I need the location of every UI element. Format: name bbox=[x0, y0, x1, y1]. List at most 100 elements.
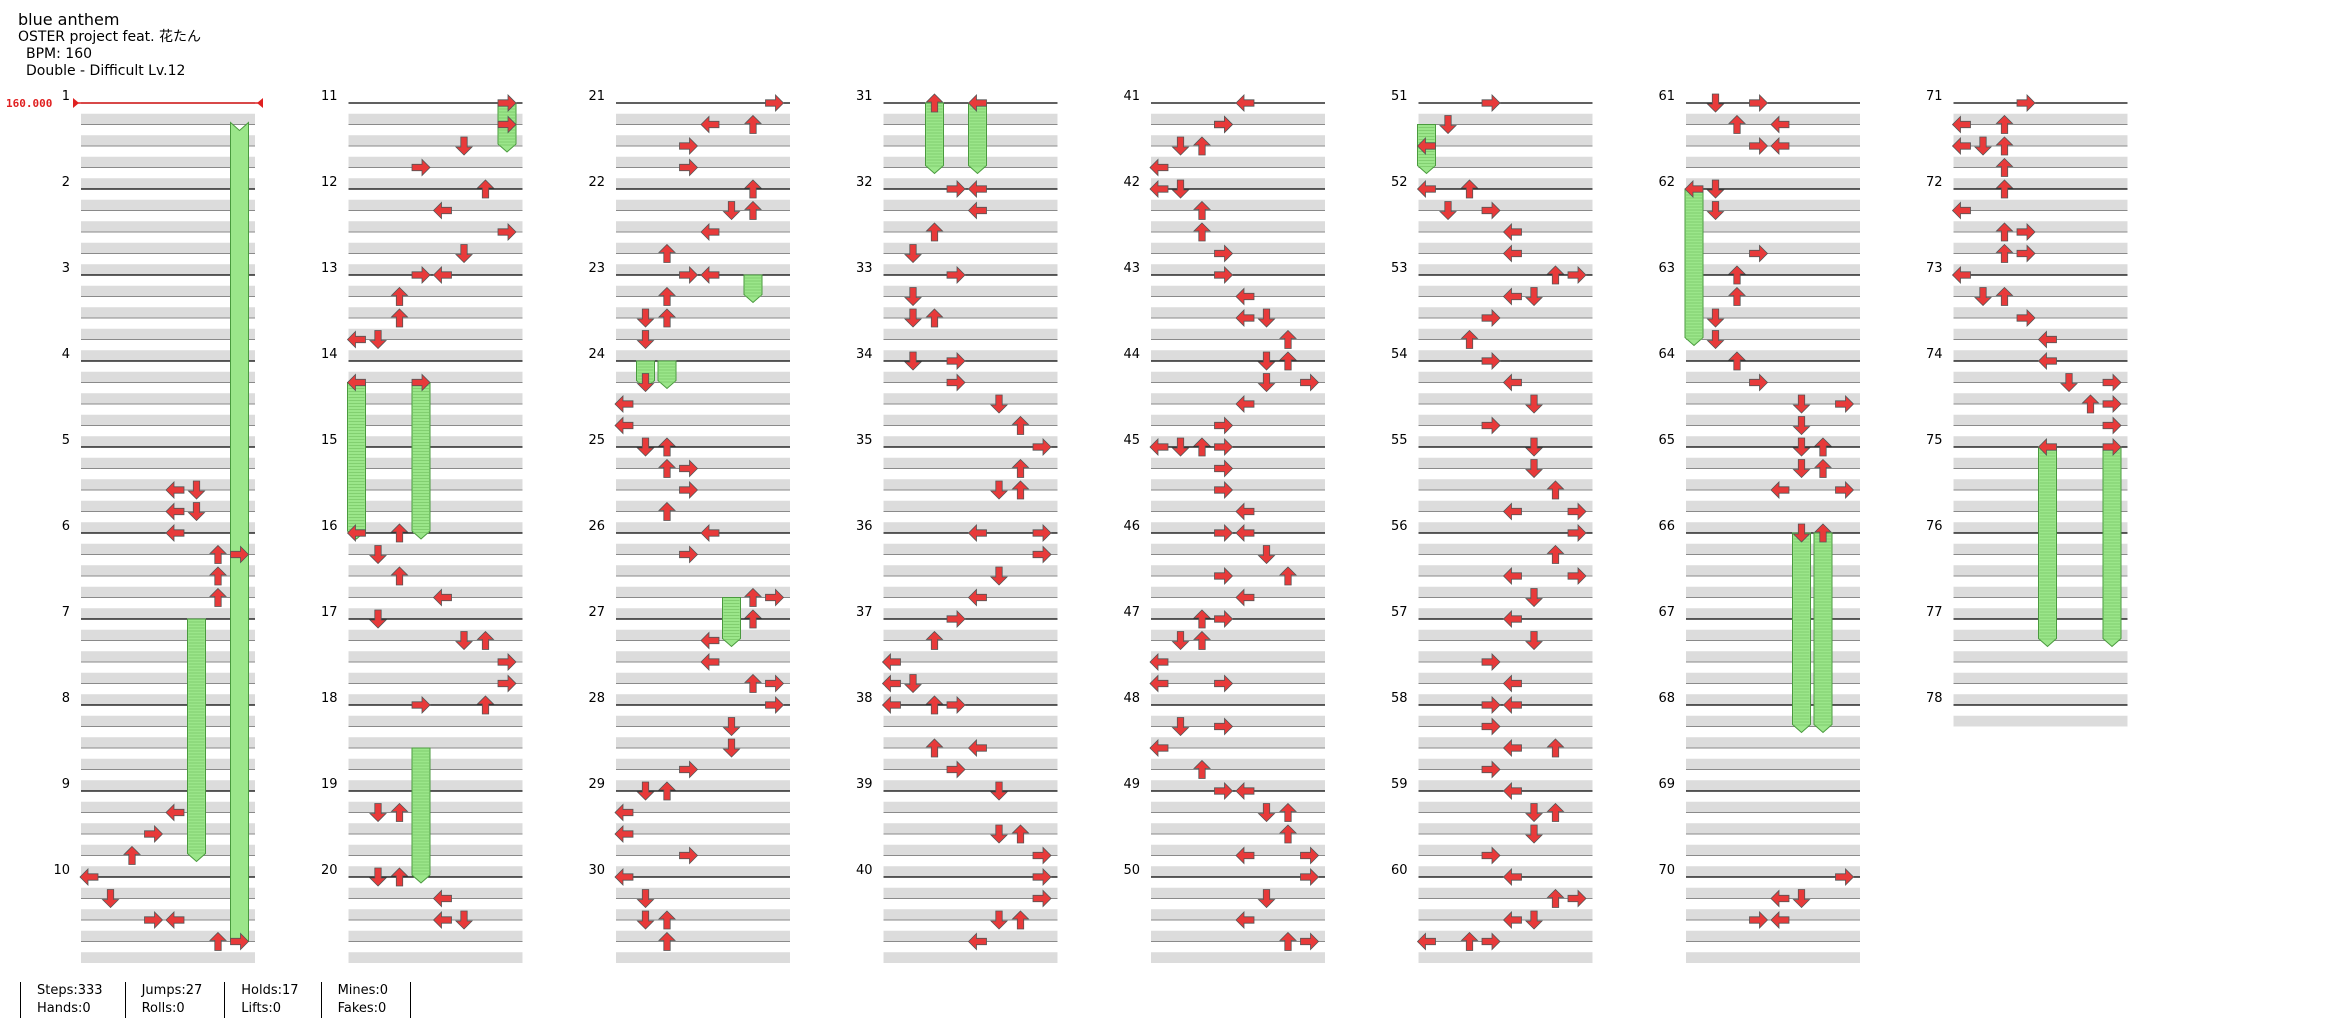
hold-note bbox=[1792, 532, 1811, 734]
beat-band bbox=[616, 457, 790, 469]
measure-68: 68 bbox=[1658, 691, 1860, 791]
hold-note bbox=[968, 102, 987, 175]
beat-band bbox=[81, 780, 255, 791]
measure-77: 77 bbox=[1926, 605, 2128, 705]
beat-band bbox=[616, 758, 790, 770]
hold-note bbox=[925, 102, 944, 175]
lifts-count: Lifts:0 bbox=[241, 1001, 281, 1016]
arrow-right-icon bbox=[1214, 567, 1234, 585]
arrow-right-icon bbox=[679, 846, 699, 865]
arrow-down-icon bbox=[1792, 523, 1811, 543]
measure-number: 60 bbox=[1391, 863, 1408, 878]
beat-band bbox=[1151, 285, 1325, 297]
stats-group-mines-fakes: Mines:0 Fakes:0 bbox=[320, 982, 411, 1018]
beat-band bbox=[348, 629, 523, 641]
beat-band bbox=[81, 199, 255, 211]
beat-band bbox=[1151, 199, 1325, 211]
measure-number: 13 bbox=[321, 261, 338, 276]
beat-band bbox=[1418, 221, 1593, 232]
arrow-left-icon bbox=[1684, 180, 1704, 198]
arrow-left-icon bbox=[1951, 137, 1971, 155]
beat-band bbox=[348, 565, 523, 576]
arrow-up-icon bbox=[1814, 437, 1832, 457]
arrow-left-icon bbox=[1149, 653, 1169, 671]
arrow-left-icon bbox=[1770, 137, 1790, 155]
arrow-up-icon bbox=[744, 673, 762, 693]
arrow-down-icon bbox=[455, 631, 473, 651]
beat-band bbox=[81, 543, 255, 555]
measure-number: 45 bbox=[1123, 433, 1140, 448]
arrow-right-icon bbox=[2016, 223, 2036, 241]
measure-number: 43 bbox=[1123, 261, 1140, 276]
arrow-down-icon bbox=[636, 889, 655, 909]
beat-band bbox=[1418, 672, 1593, 684]
song-bpm: BPM: 160 bbox=[26, 45, 93, 62]
beat-band bbox=[883, 522, 1058, 533]
arrow-up-icon bbox=[390, 523, 409, 543]
beat-band bbox=[616, 694, 790, 705]
beat-band bbox=[1686, 866, 1860, 877]
beat-band bbox=[1418, 307, 1593, 318]
beat-band bbox=[81, 371, 255, 383]
beat-band bbox=[1418, 113, 1593, 125]
beat-band bbox=[1953, 694, 2128, 705]
beat-band bbox=[81, 629, 255, 641]
beat-band bbox=[1151, 500, 1325, 512]
arrow-up-icon bbox=[1279, 351, 1297, 371]
measure-32: 32 bbox=[856, 175, 1058, 275]
arrow-up-icon bbox=[2081, 394, 2100, 414]
beat-band bbox=[1686, 694, 1860, 705]
measure-number: 9 bbox=[62, 777, 70, 792]
arrow-down-icon bbox=[722, 201, 741, 221]
arrow-left-icon bbox=[432, 266, 452, 284]
arrow-up-icon bbox=[1193, 200, 1211, 220]
arrow-right-icon bbox=[1481, 760, 1501, 779]
beat-band bbox=[1418, 328, 1593, 340]
arrow-down-icon bbox=[990, 824, 1008, 844]
arrow-right-icon bbox=[497, 115, 517, 134]
arrow-right-icon bbox=[679, 760, 699, 779]
arrow-down-icon bbox=[1706, 201, 1725, 221]
beat-band bbox=[1151, 565, 1325, 576]
beat-band bbox=[1686, 758, 1860, 770]
beat-band bbox=[1418, 371, 1593, 383]
beat-band bbox=[348, 844, 523, 856]
beat-band bbox=[81, 350, 255, 361]
arrow-left-icon bbox=[881, 653, 901, 671]
beat-band bbox=[1686, 543, 1860, 555]
beat-band bbox=[1418, 629, 1593, 641]
beat-band bbox=[348, 436, 523, 447]
arrow-left-icon bbox=[1770, 115, 1790, 134]
arrow-right-icon bbox=[1032, 545, 1052, 564]
beat-band bbox=[616, 156, 790, 168]
arrow-down-icon bbox=[1792, 437, 1811, 457]
beat-band bbox=[1151, 930, 1325, 942]
beat-band bbox=[883, 930, 1058, 942]
beat-band bbox=[1151, 651, 1325, 662]
arrow-down-icon bbox=[1706, 179, 1725, 199]
beat-band bbox=[1151, 543, 1325, 555]
measure-number: 38 bbox=[856, 691, 873, 706]
arrow-right-icon bbox=[1749, 373, 1769, 392]
beat-band bbox=[883, 608, 1058, 619]
measure-41: 41 bbox=[1123, 89, 1325, 189]
measure-number: 33 bbox=[856, 261, 873, 276]
arrow-down-icon bbox=[904, 308, 922, 328]
arrow-right-icon bbox=[1214, 416, 1234, 435]
beat-band bbox=[616, 801, 790, 813]
beat-band bbox=[883, 844, 1058, 856]
step-statistics: Steps:333 Hands:0 Jumps:27 Rolls:0 Holds… bbox=[20, 982, 412, 1018]
hands-count: Hands:0 bbox=[37, 1001, 91, 1016]
measure-number: 55 bbox=[1391, 433, 1408, 448]
beat-band bbox=[1418, 156, 1593, 168]
beat-band bbox=[348, 457, 523, 469]
beat-band bbox=[1953, 672, 2128, 684]
arrow-up-icon bbox=[1460, 179, 1479, 199]
beat-band bbox=[1418, 844, 1593, 856]
beat-band bbox=[1953, 285, 2128, 297]
arrow-up-icon bbox=[744, 609, 762, 629]
beat-band bbox=[1686, 436, 1860, 447]
beat-band bbox=[348, 479, 523, 490]
measure-8: 8 bbox=[62, 691, 255, 791]
